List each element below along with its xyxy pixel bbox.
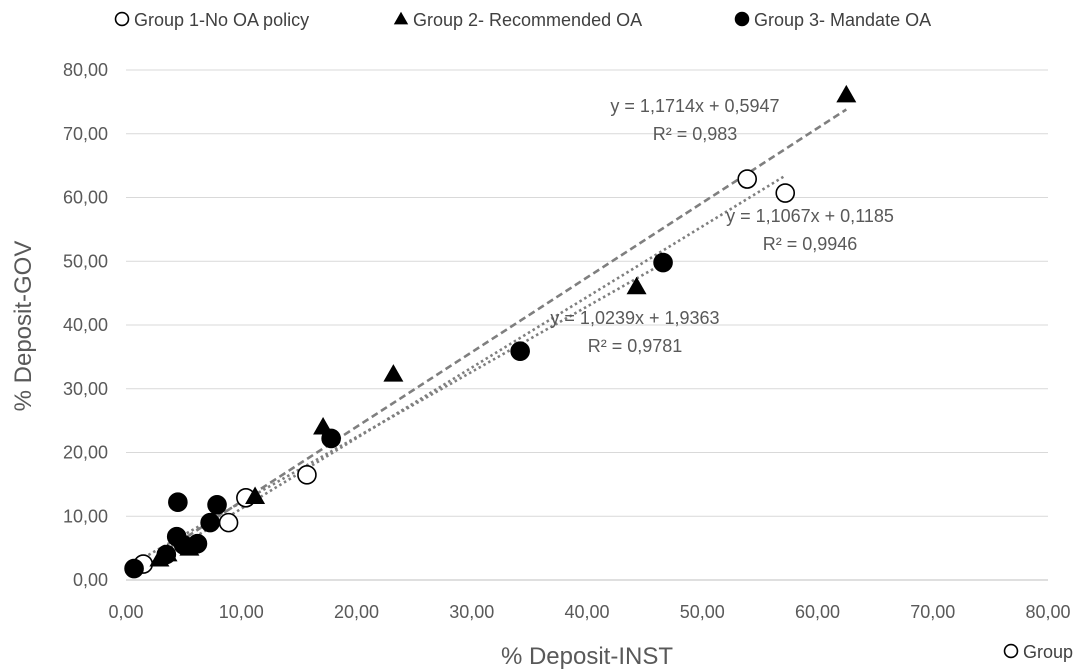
x-tick-label: 0,00: [108, 602, 143, 622]
legend-marker-series-3: [734, 11, 750, 27]
legend-marker-series-1: [114, 11, 130, 27]
y-tick-label: 40,00: [63, 315, 108, 335]
x-tick-label: 30,00: [449, 602, 494, 622]
x-axis-title: % Deposit-INST: [501, 643, 673, 670]
trendline-series-2: [158, 108, 848, 556]
y-tick-label: 10,00: [63, 506, 108, 526]
point-series-3: [207, 494, 227, 515]
point-series-2: [626, 276, 647, 295]
point-series-2: [836, 84, 857, 103]
point-series-3: [510, 341, 530, 361]
y-tick-label: 80,00: [63, 60, 108, 80]
point-series-3: [321, 428, 341, 449]
y-tick-label: 0,00: [73, 570, 108, 590]
point-series-3: [156, 544, 177, 565]
point-series-3: [124, 558, 144, 579]
x-tick-label: 50,00: [680, 602, 725, 622]
point-series-1: [775, 183, 796, 203]
trendline-equations: y = 1,1067x + 0,1185 R² = 0,9946 y = 1,171…: [550, 96, 893, 356]
point-series-1: [297, 465, 317, 485]
point-series-3: [200, 512, 220, 533]
point-series-2: [383, 364, 404, 382]
trendline-r2: R² = 0,9781: [588, 336, 683, 356]
trendline-r2: R² = 0,983: [653, 124, 738, 144]
y-tick-label: 20,00: [63, 443, 108, 463]
legend-label-series-3: Group 3- Mandate OA: [754, 10, 931, 30]
data-points: [124, 84, 857, 579]
trendline-series-1: [142, 174, 786, 570]
x-tick-label: 70,00: [910, 602, 955, 622]
point-series-3: [187, 533, 208, 554]
point-series-3: [653, 252, 673, 273]
legend-marker-series-2: [393, 11, 409, 25]
point-series-1: [737, 169, 757, 189]
y-tick-label: 60,00: [63, 188, 108, 208]
y-tick-label: 50,00: [63, 251, 108, 271]
point-series-3: [168, 492, 188, 513]
trendline-equation: y = 1,1714x + 0,5947: [610, 96, 779, 116]
trendline-series-3: [133, 262, 664, 565]
x-tick-label: 40,00: [564, 602, 609, 622]
y-tick-label: 30,00: [63, 379, 108, 399]
trendline-equation: y = 1,0239x + 1,9363: [550, 308, 719, 328]
legend-overflow-marker: [1003, 643, 1019, 659]
point-series-1: [218, 512, 239, 533]
legend-label-series-2: Group 2- Recommended OA: [413, 10, 642, 30]
legend: Group 1-No OA policy Group 2- Recommended…: [114, 10, 1073, 662]
trendlines: [133, 108, 848, 570]
legend-overflow-label: Group: [1023, 642, 1073, 662]
gridlines: [126, 69, 1048, 517]
x-tick-label: 10,00: [219, 602, 264, 622]
legend-label-series-1: Group 1-No OA policy: [134, 10, 309, 30]
x-tick-label: 80,00: [1025, 602, 1070, 622]
trendline-equation: y = 1,1067x + 0,1185: [726, 206, 894, 226]
x-tick-label: 60,00: [795, 602, 840, 622]
point-series-2: [245, 486, 266, 504]
axes: 0,00 10,00 20,00 30,00 40,00 50,00 60,00 70,00 8…: [63, 60, 1071, 622]
x-tick-label: 20,00: [334, 602, 379, 622]
y-axis-title: % Deposit-GOV: [10, 241, 37, 412]
y-tick-label: 70,00: [63, 124, 108, 144]
trendline-r2: R² = 0,9946: [763, 234, 858, 254]
